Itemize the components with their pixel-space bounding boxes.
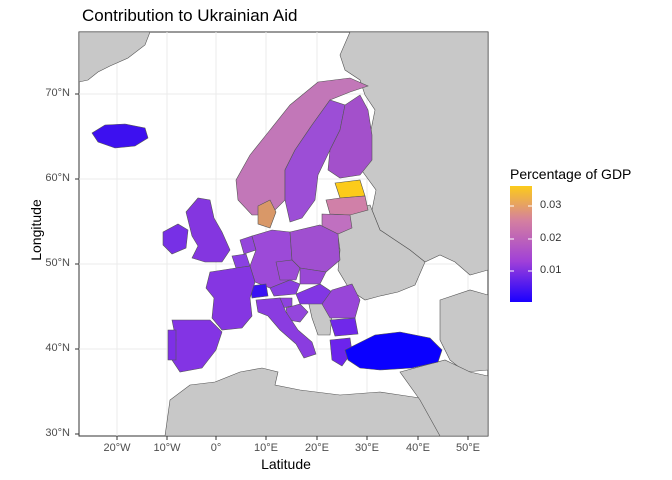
land-ukraine-belarus xyxy=(334,204,426,301)
region-czechia xyxy=(275,259,301,281)
region-estonia xyxy=(334,179,366,199)
axis-ticks xyxy=(75,93,469,440)
x-tick-label: 30°E xyxy=(355,442,379,454)
region-denmark xyxy=(257,199,277,229)
region-finland xyxy=(327,94,373,179)
x-tick-label: 20°E xyxy=(305,442,329,454)
x-tick-label: 10°E xyxy=(254,442,278,454)
land-greenland xyxy=(79,32,151,83)
legend-tick-label: 0.02 xyxy=(540,232,562,244)
x-tick-label: 40°E xyxy=(406,442,430,454)
legend-tick-label: 0.01 xyxy=(540,264,562,276)
land-caucasus xyxy=(439,289,488,373)
region-portugal xyxy=(167,329,177,361)
region-ireland xyxy=(162,223,189,255)
y-tick-label: 50°N xyxy=(45,257,70,269)
x-tick-label: 20°W xyxy=(103,442,131,454)
region-poland xyxy=(289,224,341,273)
region-italy xyxy=(255,297,317,359)
legend-tick-label: 0.03 xyxy=(540,199,562,211)
x-tick-label: 50°E xyxy=(456,442,480,454)
y-axis-label: Longitude xyxy=(28,199,44,261)
y-tick-label: 60°N xyxy=(45,172,70,184)
x-tick-label: 0° xyxy=(210,442,222,454)
legend-colorbar xyxy=(510,186,532,302)
map-title: Contribution to Ukrainian Aid xyxy=(82,6,298,25)
region-turkey xyxy=(344,331,443,371)
y-tick-label: 30°N xyxy=(45,427,70,439)
region-france xyxy=(205,265,256,331)
x-tick-label: 10°W xyxy=(153,442,181,454)
region-austria xyxy=(269,279,301,297)
x-axis-label: Latitude xyxy=(261,456,311,472)
y-tick-label: 40°N xyxy=(45,342,70,354)
region-bulgaria xyxy=(329,317,359,337)
land-middle-east xyxy=(399,359,488,436)
y-tick-label: 70°N xyxy=(45,87,70,99)
region-united-kingdom xyxy=(185,197,231,263)
legend-title: Percentage of GDP xyxy=(510,166,632,182)
region-iceland xyxy=(91,123,149,149)
region-greece xyxy=(329,337,353,367)
